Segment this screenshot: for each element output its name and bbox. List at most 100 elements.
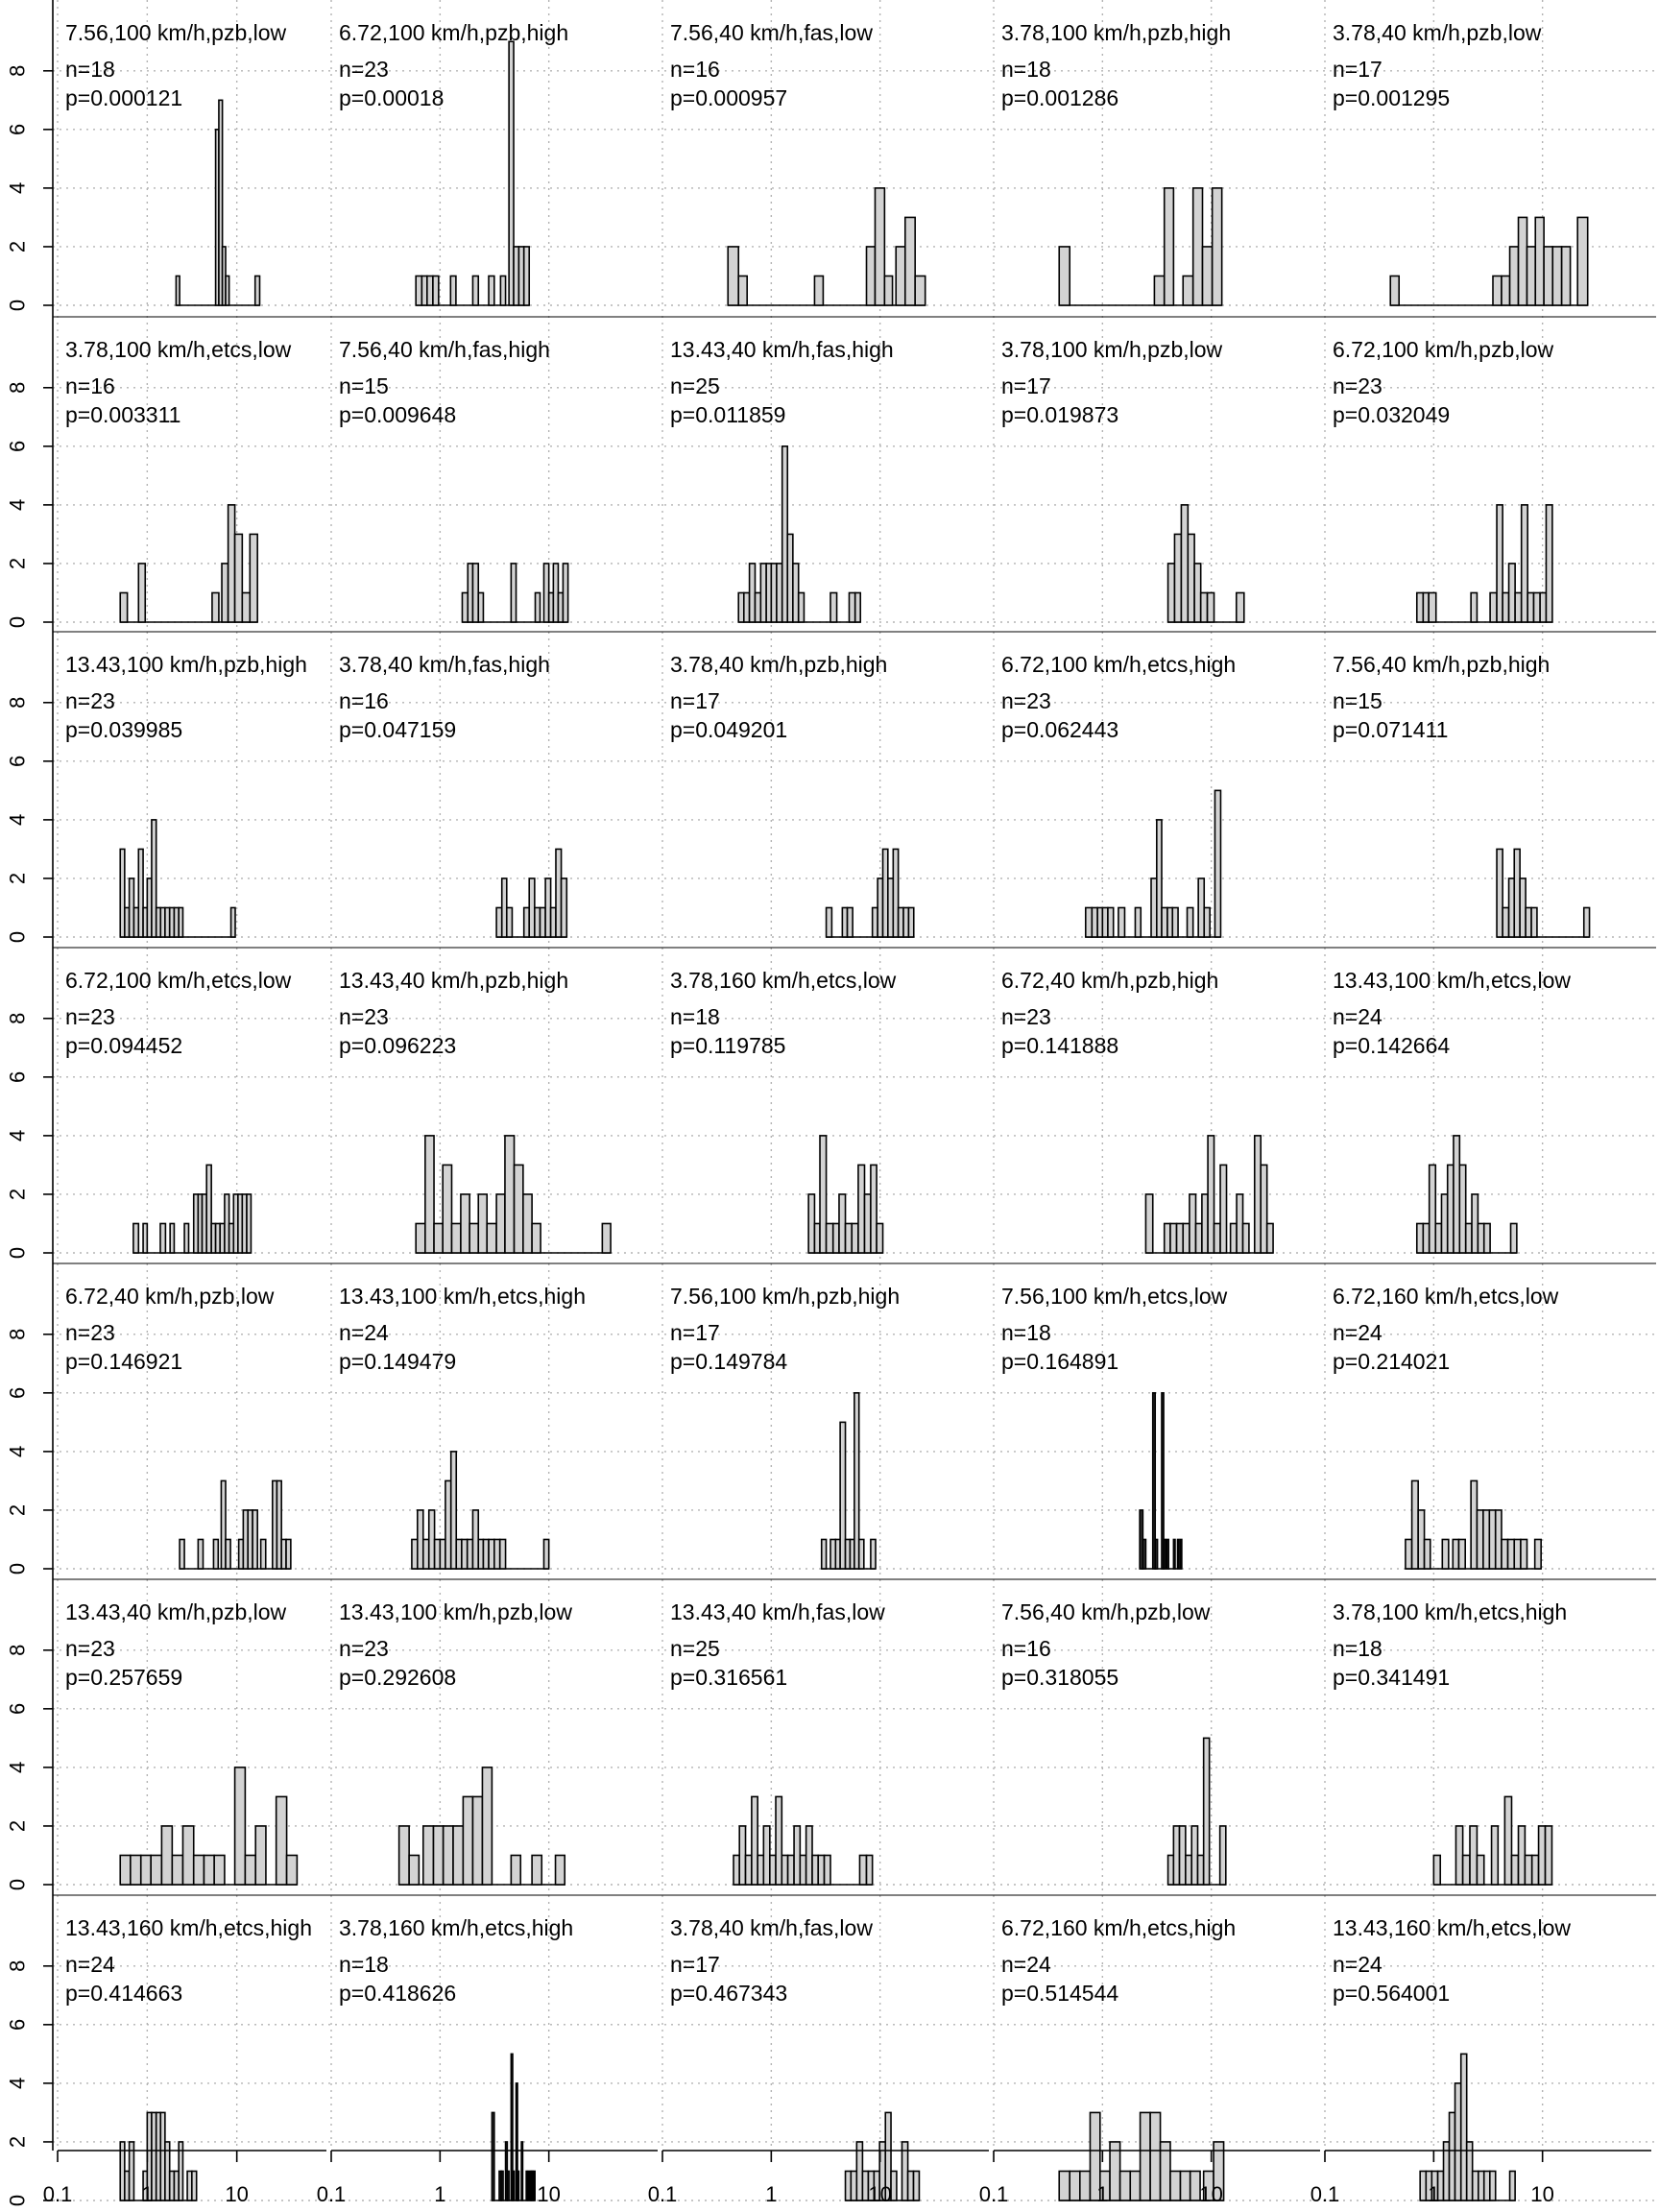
histogram-bar bbox=[1265, 1222, 1274, 1254]
histogram-panel: 7.56,100 km/h,etcs,low n=18 p=0.164891 bbox=[1001, 1284, 1228, 1570]
histogram-panel: 6.72,100 km/h,pzb,high n=23 p=0.00018 bbox=[339, 20, 568, 306]
panel-sample-size: n=25 bbox=[670, 1636, 720, 1661]
histogram-panel: 6.72,160 km/h,etcs,low n=24 p=0.214021 bbox=[1333, 1284, 1559, 1570]
panel-title: 6.72,40 km/h,pzb,high bbox=[1001, 968, 1218, 993]
histogram-bar bbox=[132, 1222, 140, 1254]
histogram-bar bbox=[870, 1538, 877, 1570]
histogram-bar bbox=[1176, 1538, 1180, 1570]
histogram-panel: 3.78,100 km/h,pzb,high n=18 p=0.001286 bbox=[1001, 20, 1231, 306]
panel-p-value: p=0.096223 bbox=[339, 1033, 456, 1058]
histogram-bar bbox=[471, 1795, 484, 1886]
histogram-bar bbox=[819, 1135, 828, 1254]
panel-title: 13.43,160 km/h,etcs,high bbox=[65, 1915, 312, 1940]
y-tick-label: 4 bbox=[6, 2078, 30, 2089]
panel-title: 3.78,40 km/h,fas,high bbox=[339, 652, 550, 677]
histogram-bar bbox=[1211, 187, 1223, 306]
histogram-bar bbox=[1142, 1538, 1147, 1570]
histogram-bar bbox=[1163, 187, 1175, 306]
y-tick-label: 4 bbox=[6, 1446, 30, 1457]
histogram-bar bbox=[510, 563, 517, 623]
histogram-bar bbox=[183, 1222, 190, 1254]
histogram-bar bbox=[259, 1538, 267, 1570]
histogram-bar bbox=[1166, 1854, 1175, 1886]
histogram-panel: 3.78,40 km/h,pzb,low n=17 p=0.001295 bbox=[1333, 20, 1589, 306]
histogram-bar bbox=[1417, 1509, 1426, 1570]
panel-sample-size: n=24 bbox=[1333, 1004, 1382, 1029]
histogram-bar bbox=[225, 275, 230, 306]
histogram-panel: 6.72,100 km/h,etcs,high n=23 p=0.062443 bbox=[1001, 652, 1236, 938]
y-tick-label: 4 bbox=[6, 814, 30, 826]
histogram-bar bbox=[792, 563, 800, 623]
histogram-bar bbox=[1058, 2170, 1071, 2201]
histogram-bar bbox=[1169, 1222, 1178, 1254]
histogram-bar bbox=[1175, 1222, 1185, 1254]
histogram-bar bbox=[522, 246, 531, 306]
histogram-bar bbox=[844, 1222, 854, 1254]
histogram-panel: 6.72,40 km/h,pzb,high n=23 p=0.141888 bbox=[1001, 968, 1274, 1254]
histogram-bar bbox=[1510, 1854, 1520, 1886]
histogram-bar bbox=[191, 2170, 198, 2201]
histogram-bar bbox=[850, 2170, 858, 2201]
histogram-bar bbox=[427, 1509, 436, 1570]
histogram-bar bbox=[1432, 1854, 1442, 1886]
histogram-bar bbox=[244, 1854, 257, 1886]
panel-title: 3.78,40 km/h,pzb,low bbox=[1333, 20, 1542, 45]
histogram-bar bbox=[839, 1421, 847, 1570]
y-tick-label: 4 bbox=[6, 499, 30, 511]
y-tick-label: 0 bbox=[6, 616, 30, 628]
histogram-bar bbox=[275, 1795, 288, 1886]
panel-title: 6.72,100 km/h,etcs,high bbox=[1001, 652, 1236, 677]
histogram-bar bbox=[865, 1854, 874, 1886]
histogram-bar bbox=[477, 1193, 489, 1254]
y-tick-label: 8 bbox=[6, 697, 30, 709]
histogram-bar bbox=[1149, 2111, 1162, 2201]
panel-title: 3.78,100 km/h,pzb,high bbox=[1001, 20, 1231, 45]
histogram-bar bbox=[1492, 275, 1503, 306]
histogram-bar bbox=[914, 275, 926, 306]
histogram-panel: 13.43,160 km/h,etcs,low n=24 p=0.564001 bbox=[1333, 1915, 1571, 2201]
histogram-bar bbox=[504, 1135, 516, 1254]
histogram-bar bbox=[178, 2141, 184, 2201]
panel-sample-size: n=16 bbox=[65, 373, 115, 398]
panel-title: 3.78,40 km/h,fas,low bbox=[670, 1915, 873, 1940]
histogram-bar bbox=[252, 1509, 258, 1570]
histogram-bar bbox=[1582, 906, 1591, 938]
histogram-bar bbox=[1519, 878, 1527, 938]
histogram-bar bbox=[759, 563, 767, 623]
histogram-bar bbox=[525, 2170, 529, 2201]
histogram-bar bbox=[1517, 216, 1528, 306]
histogram-bar bbox=[397, 1825, 410, 1886]
histogram-bar bbox=[498, 1538, 507, 1570]
histogram-bar bbox=[1187, 533, 1195, 623]
histogram-panel: 13.43,40 km/h,fas,low n=25 p=0.316561 bbox=[670, 1599, 885, 1886]
x-tick-label: 0.1 bbox=[43, 2182, 73, 2206]
panel-title: 13.43,100 km/h,pzb,high bbox=[65, 652, 307, 677]
histogram-bar bbox=[1173, 533, 1183, 623]
histogram-bar bbox=[781, 445, 789, 623]
histogram-bar bbox=[1166, 1538, 1169, 1570]
histogram-panel: 3.78,100 km/h,etcs,high n=18 p=0.341491 bbox=[1333, 1599, 1567, 1886]
x-axes: 0.1 1 10 0.1 1 10 0.1 1 10 0.1 1 10 0.1 1 10 bbox=[43, 2150, 1651, 2206]
histogram-bar bbox=[1520, 504, 1528, 623]
panel-p-value: p=0.003311 bbox=[65, 402, 180, 427]
histogram-bar bbox=[851, 1222, 859, 1254]
histogram-bar bbox=[1241, 1222, 1250, 1254]
histogram-bar bbox=[1118, 2170, 1132, 2201]
histogram-bar bbox=[1161, 906, 1168, 938]
histogram-bar bbox=[506, 2170, 510, 2201]
histogram-bar bbox=[1163, 1538, 1166, 1570]
histogram-panel: 7.56,40 km/h,pzb,low n=16 p=0.318055 bbox=[1001, 1599, 1227, 1886]
histogram-bar bbox=[807, 1193, 816, 1254]
histogram-bar bbox=[1482, 2170, 1491, 2201]
histogram-bar bbox=[813, 275, 825, 306]
panel-sample-size: n=15 bbox=[339, 373, 389, 398]
histogram-bar bbox=[139, 1854, 152, 1886]
panel-p-value: p=0.142664 bbox=[1333, 1033, 1450, 1058]
histogram-bar bbox=[1129, 2170, 1142, 2201]
histogram-bar bbox=[1461, 1854, 1471, 1886]
y-tick-label: 0 bbox=[6, 1247, 30, 1259]
histogram-bar bbox=[1560, 246, 1572, 306]
panel-title: 13.43,40 km/h,pzb,high bbox=[339, 968, 568, 993]
histogram-bar bbox=[426, 275, 434, 306]
histogram-bar bbox=[445, 1479, 452, 1570]
